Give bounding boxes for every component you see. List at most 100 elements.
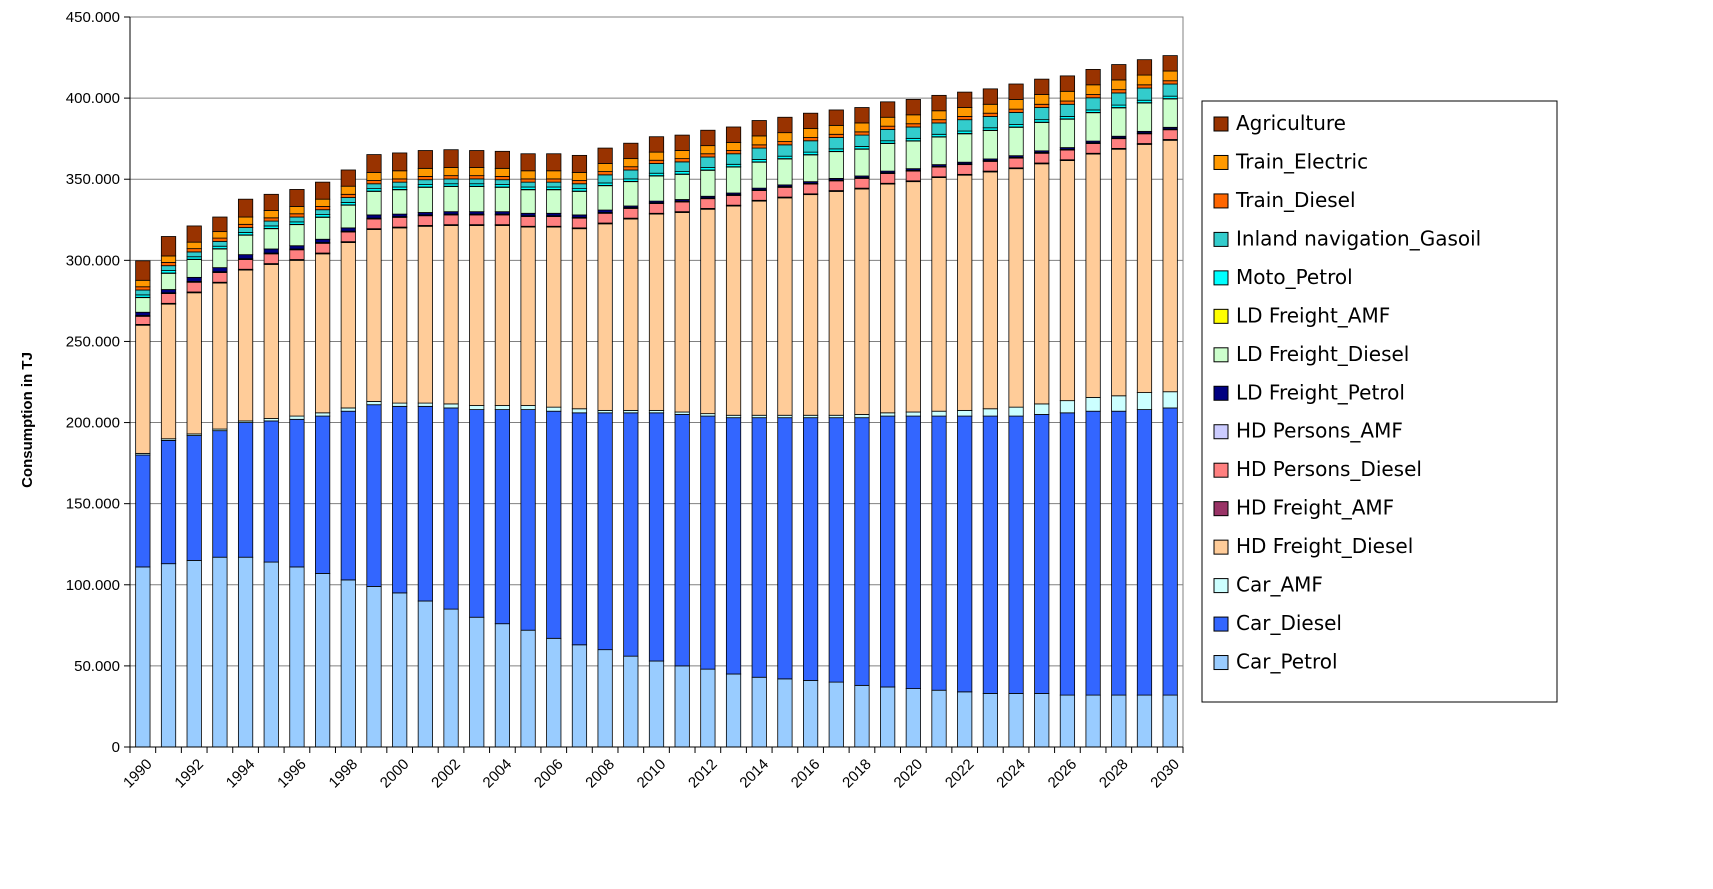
bar-segment-train-diesel bbox=[135, 286, 151, 291]
bar-segment-hd-persons-diesel bbox=[700, 198, 716, 209]
bar-segment-ld-freight-petrol bbox=[186, 276, 202, 282]
bar-segment-hd-freight-diesel bbox=[135, 324, 151, 454]
y-tick-label: 250.000 bbox=[66, 333, 120, 350]
bar-segment-inland-navigation-gasoil bbox=[1085, 97, 1101, 111]
bar-segment-car-petrol bbox=[212, 556, 228, 748]
bar-segment-car-amf bbox=[1162, 391, 1178, 409]
bar-segment-hd-freight-diesel bbox=[1111, 148, 1127, 397]
bar-segment-train-diesel bbox=[1085, 94, 1101, 99]
x-tick-label: 2008 bbox=[582, 756, 618, 792]
bar-segment-car-diesel bbox=[443, 407, 459, 610]
legend-swatch-hd-freight-amf bbox=[1213, 501, 1229, 517]
bar-segment-car-petrol bbox=[469, 616, 485, 748]
bar-segment-car-petrol bbox=[1059, 694, 1076, 748]
bar-segment-car-petrol bbox=[417, 600, 433, 748]
legend-swatch-moto-petrol bbox=[1213, 270, 1229, 286]
bar-segment-train-electric bbox=[469, 167, 485, 177]
bar-segment-car-petrol bbox=[725, 673, 742, 748]
bar-segment-hd-persons-diesel bbox=[237, 259, 254, 270]
bar-segment-hd-persons-diesel bbox=[751, 190, 767, 201]
bar-segment-train-electric bbox=[597, 163, 613, 172]
bar-segment-car-amf bbox=[289, 415, 305, 420]
bar-segment-agriculture bbox=[1162, 55, 1178, 72]
bar-segment-inland-navigation-gasoil bbox=[828, 137, 844, 150]
bar-segment-hd-freight-diesel bbox=[237, 269, 254, 422]
bar-segment-car-diesel bbox=[1008, 415, 1024, 694]
bar-segment-train-diesel bbox=[880, 125, 896, 130]
bar-segment-inland-navigation-gasoil bbox=[135, 289, 151, 296]
bar-segment-train-electric bbox=[828, 124, 844, 135]
x-tick-label: 2006 bbox=[531, 756, 567, 792]
bar-segment-inland-navigation-gasoil bbox=[1059, 103, 1076, 117]
legend-label-car-diesel: Car_Diesel bbox=[1236, 611, 1342, 635]
legend-swatch-car-petrol bbox=[1213, 655, 1229, 671]
legend-swatch-train-electric bbox=[1213, 154, 1229, 170]
bar-segment-hd-persons-diesel bbox=[417, 215, 433, 226]
bar-segment-inland-navigation-gasoil bbox=[520, 181, 536, 188]
legend-label-hd-persons-amf: HD Persons_AMF bbox=[1236, 419, 1403, 443]
bar-segment-car-diesel bbox=[417, 405, 433, 602]
bar-segment-car-petrol bbox=[263, 561, 279, 748]
bar-segment-car-diesel bbox=[340, 410, 356, 581]
bar-segment-train-electric bbox=[1034, 94, 1050, 105]
legend-swatch-ld-freight-diesel bbox=[1213, 347, 1229, 363]
bar-segment-car-petrol bbox=[982, 693, 998, 748]
bar-segment-hd-freight-diesel bbox=[931, 177, 947, 412]
bar-segment-hd-persons-diesel bbox=[366, 218, 382, 230]
bar-stack-2026 bbox=[1059, 75, 1076, 748]
bar-segment-hd-freight-diesel bbox=[469, 225, 485, 406]
x-tick-label: 2018 bbox=[839, 756, 875, 792]
bar-segment-train-diesel bbox=[1162, 80, 1178, 85]
legend-label-car-petrol: Car_Petrol bbox=[1236, 650, 1338, 674]
bar-segment-car-diesel bbox=[1059, 412, 1076, 696]
bar-segment-inland-navigation-gasoil bbox=[597, 174, 613, 184]
bar-segment-agriculture bbox=[469, 150, 485, 168]
bar-segment-hd-persons-diesel bbox=[931, 166, 947, 178]
legend-swatch-ld-freight-amf bbox=[1213, 308, 1229, 324]
y-tick-labels: 0 50.000 100.000 150.000 200.000 250.000 300.0… bbox=[66, 9, 130, 756]
x-tick-label: 2022 bbox=[942, 756, 978, 792]
bar-segment-inland-navigation-gasoil bbox=[982, 116, 998, 129]
bar-segment-car-petrol bbox=[520, 629, 536, 748]
bar-segment-train-electric bbox=[392, 170, 408, 180]
bar-segment-car-diesel bbox=[803, 417, 819, 681]
bar-segment-ld-freight-diesel bbox=[700, 169, 716, 197]
bar-segment-inland-navigation-gasoil bbox=[1111, 92, 1127, 106]
bar-segment-inland-navigation-gasoil bbox=[905, 126, 921, 139]
legend: Agriculture Train_Electric Train_Diesel Inl… bbox=[1201, 100, 1558, 703]
bar-segment-car-amf bbox=[1085, 397, 1101, 412]
bar-segment-inland-navigation-gasoil bbox=[623, 169, 639, 180]
bar-segment-train-electric bbox=[366, 172, 382, 181]
bar-segment-hd-freight-diesel bbox=[803, 194, 819, 416]
bar-stack-2017 bbox=[828, 109, 844, 748]
bar-segment-agriculture bbox=[674, 134, 690, 151]
bar-segment-train-electric bbox=[443, 167, 459, 177]
bar-stack-2024 bbox=[1008, 83, 1024, 748]
bar-segment-car-diesel bbox=[186, 435, 202, 561]
bar-segment-train-electric bbox=[1085, 84, 1101, 95]
bar-stack-1994 bbox=[237, 198, 254, 748]
bar-stack-2018 bbox=[854, 107, 870, 748]
bar-segment-ld-freight-diesel bbox=[1008, 126, 1024, 157]
bar-stack-2025 bbox=[1034, 78, 1050, 748]
bar-segment-ld-freight-petrol bbox=[212, 267, 228, 273]
bar-segment-ld-freight-diesel bbox=[1111, 107, 1127, 137]
bar-stack-2016 bbox=[803, 112, 819, 748]
x-tick-label: 2020 bbox=[891, 756, 927, 792]
legend-label-moto-petrol: Moto_Petrol bbox=[1236, 265, 1353, 289]
bar-segment-agriculture bbox=[571, 154, 588, 173]
bar-segment-car-petrol bbox=[777, 678, 793, 748]
bar-segment-train-electric bbox=[417, 167, 433, 177]
bar-segment-train-diesel bbox=[648, 159, 665, 164]
bar-segment-car-petrol bbox=[135, 566, 151, 748]
bar-segment-car-diesel bbox=[648, 412, 665, 662]
bar-segment-hd-freight-diesel bbox=[725, 205, 742, 416]
legend-label-hd-freight-amf: HD Freight_AMF bbox=[1236, 496, 1394, 520]
bar-stack-2010 bbox=[648, 136, 665, 748]
bar-stack-2023 bbox=[982, 88, 998, 748]
bar-segment-ld-freight-petrol bbox=[340, 227, 356, 232]
bar-segment-ld-freight-diesel bbox=[443, 186, 459, 213]
bar-segment-ld-freight-diesel bbox=[392, 189, 408, 215]
legend-label-ld-freight-diesel: LD Freight_Diesel bbox=[1236, 342, 1409, 366]
